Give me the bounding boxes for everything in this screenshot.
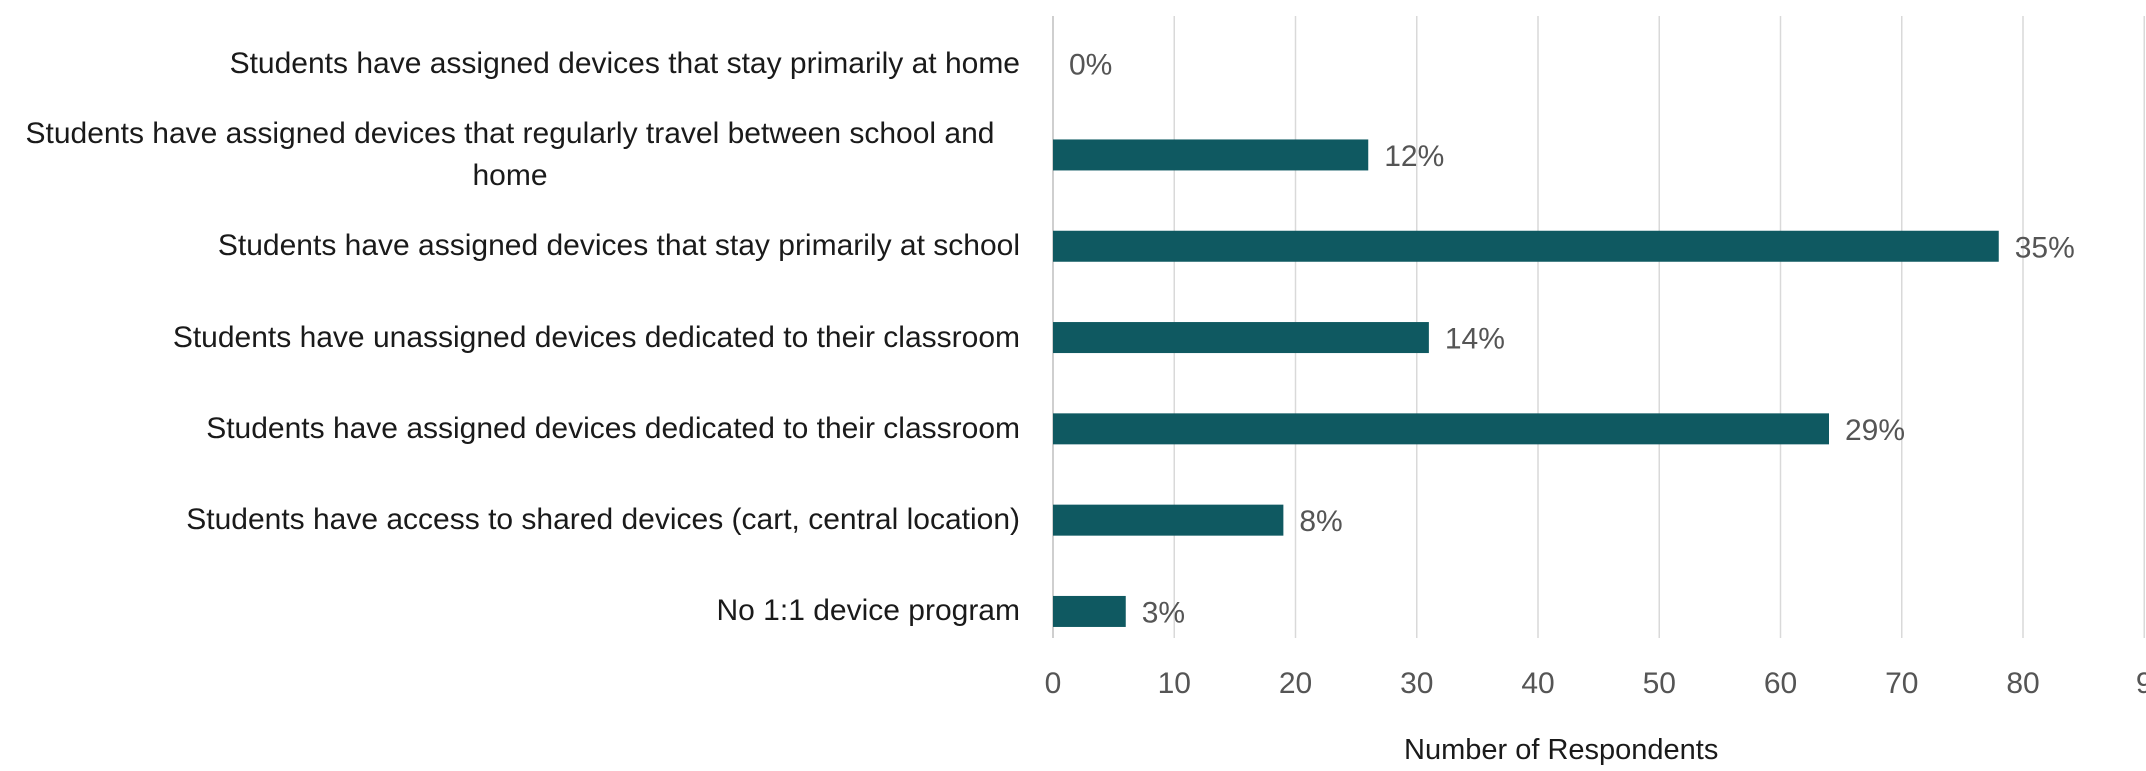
category-label: Students have access to shared devices (…: [186, 503, 1020, 537]
category-label: Students have unassigned devices dedicat…: [172, 320, 1020, 354]
bar: [1053, 230, 1999, 262]
x-tick-label: 60: [1764, 667, 1797, 700]
category-label: Students have assigned devices dedicated…: [206, 411, 1020, 445]
x-tick-label: 30: [1400, 667, 1433, 700]
x-axis-title: Number of Respondents: [1404, 734, 1719, 766]
bar: [1053, 595, 1126, 627]
category-label: Students have assigned devices that stay…: [229, 46, 1020, 80]
x-tick-label: 80: [2006, 667, 2039, 700]
data-labels: 0% 12% 35% 14% 29% 8% 3%: [1069, 49, 2075, 630]
x-tick-label: 20: [1279, 667, 1312, 700]
x-tick-label: 50: [1643, 667, 1676, 700]
bar: [1053, 139, 1369, 171]
x-tick-label: 0: [1045, 667, 1062, 700]
data-label: 3%: [1142, 596, 1185, 629]
x-tick-label: 70: [1885, 667, 1918, 700]
data-label: 14%: [1445, 323, 1505, 356]
x-tick-label: 10: [1158, 667, 1191, 700]
x-tick-label: 40: [1521, 667, 1554, 700]
category-label: No 1:1 device program: [716, 594, 1021, 628]
x-axis-ticks: 0 10 20 30 40 50 60 70 80 9: [1045, 667, 2146, 700]
category-label: Students have assigned devices that regu…: [25, 116, 995, 192]
bar: [1053, 413, 1829, 445]
data-label: 8%: [1299, 505, 1342, 538]
bar: [1053, 322, 1429, 354]
data-label: 29%: [1845, 414, 1905, 447]
x-tick-label: 9: [2136, 667, 2146, 700]
data-label: 35%: [2015, 231, 2075, 264]
bar: [1053, 504, 1284, 536]
category-label: Students have assigned devices that stay…: [217, 229, 1020, 263]
bars: [1053, 139, 1999, 627]
data-label: 12%: [1384, 140, 1444, 173]
data-label: 0%: [1069, 49, 1112, 82]
